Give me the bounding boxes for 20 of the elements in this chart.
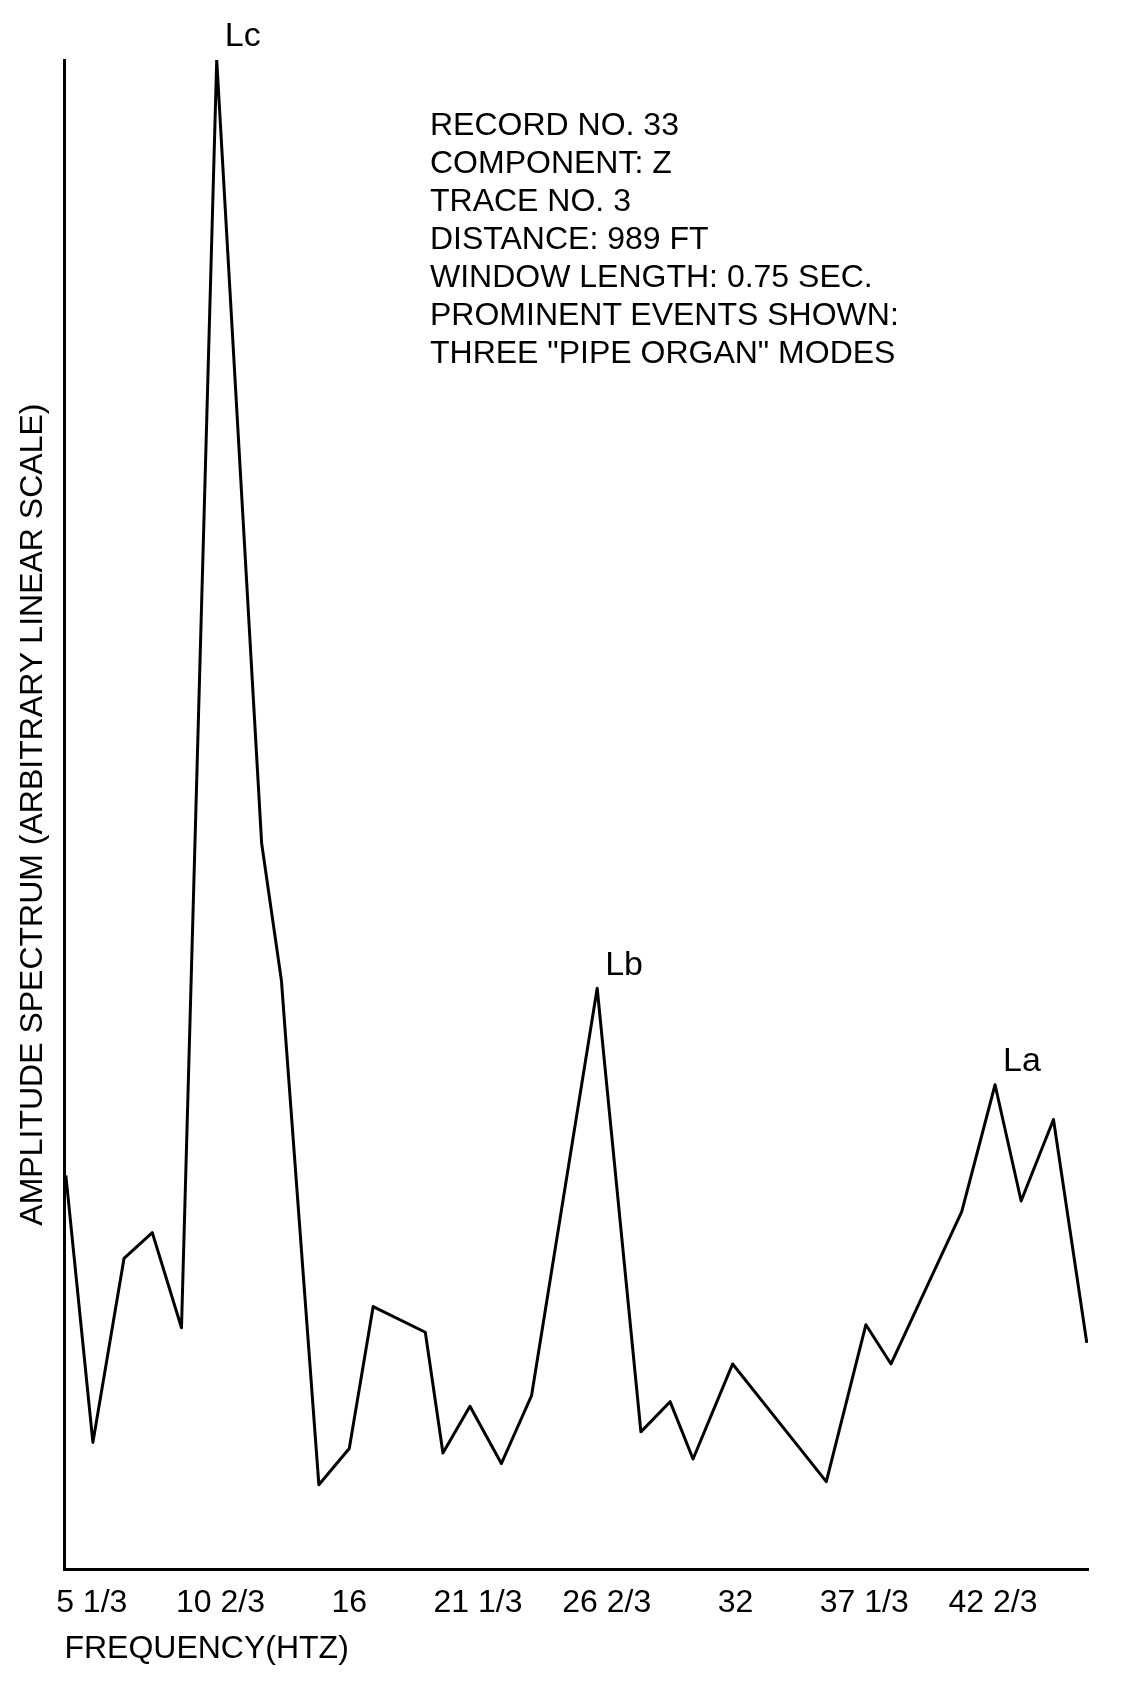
annotation: Lb [605,943,644,982]
annotation: DISTANCE: 989 FT [430,219,709,256]
x-tick-label: 16 [331,1583,368,1620]
x-tick-label: 26 2/3 [562,1583,652,1620]
annotation: PROMINENT EVENTS SHOWN: [430,295,899,332]
x-tick-label: 32 [717,1583,754,1620]
x-tick-label: 21 1/3 [433,1583,523,1620]
annotation: THREE "PIPE ORGAN" MODES [430,333,896,370]
x-tick-label: 10 2/3 [176,1583,266,1620]
x-axis-title: FREQUENCY(HTZ) [64,1628,349,1665]
x-tick-label: 42 2/3 [948,1583,1038,1620]
annotation: WINDOW LENGTH: 0.75 SEC. [430,257,873,294]
annotation: La [1003,1040,1041,1079]
annotation: RECORD NO. 33 [430,105,679,142]
x-tick-label: 5 1/3 [56,1583,128,1620]
annotation: TRACE NO. 3 [430,181,631,218]
y-axis-title: AMPLITUDE SPECTRUM (ARBITRARY LINEAR SCALE) [13,403,50,1226]
x-tick-label: 37 1/3 [819,1583,909,1620]
annotation: Lc [224,15,261,54]
annotation: COMPONENT: Z [430,143,672,180]
